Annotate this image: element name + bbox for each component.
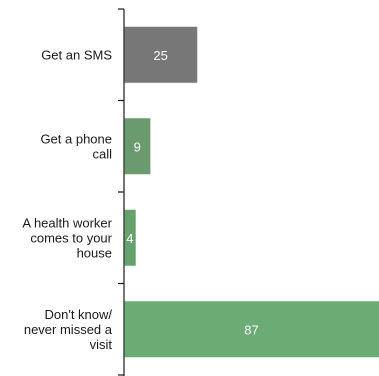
bars — [124, 26, 379, 358]
bar-value-label: 9 — [134, 139, 141, 154]
category-label: Get a phone call — [40, 131, 112, 161]
category-label: Don't know/never missed a visit — [24, 307, 113, 352]
category-label-line: visit — [90, 337, 113, 352]
category-label-line: Get a phone — [40, 131, 112, 146]
bar — [124, 26, 198, 83]
y-axis-ticks — [118, 8, 124, 376]
category-label-line: never missed a — [24, 322, 113, 337]
category-label-line: comes to your — [30, 230, 112, 245]
bar — [124, 209, 136, 266]
category-label-line: call — [92, 146, 112, 161]
category-labels: Get an SMS Get a phone call A health worker… — [22, 47, 112, 352]
category-label-line: Don't know/ — [44, 307, 112, 322]
bar — [124, 118, 151, 175]
category-label: A health worker comes to your house — [22, 215, 112, 260]
bar — [124, 301, 379, 358]
bar-value-label: 25 — [153, 48, 167, 63]
category-label-line: A health worker — [22, 215, 112, 230]
category-label-line: Get an SMS — [41, 47, 112, 62]
value-labels: 25 9 4 87 — [126, 48, 258, 338]
category-label: Get an SMS — [41, 47, 112, 62]
bar-value-label: 87 — [244, 322, 258, 337]
category-label-line: house — [77, 245, 112, 260]
bar-value-label: 4 — [126, 231, 133, 246]
